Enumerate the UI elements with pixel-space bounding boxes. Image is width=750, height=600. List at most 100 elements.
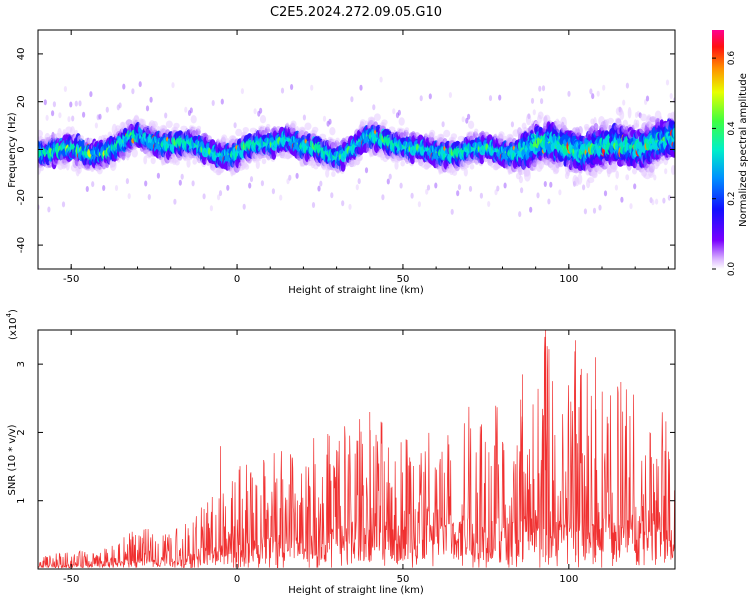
heatmap-cell	[114, 185, 119, 191]
heatmap-cell	[43, 99, 47, 106]
heatmap-cell	[566, 170, 571, 177]
heatmap-cell	[319, 133, 327, 139]
heatmap-cell	[598, 204, 602, 211]
heatmap-cell	[591, 170, 598, 179]
heatmap-cell	[667, 194, 672, 201]
heatmap-cell	[150, 157, 156, 165]
heatmap-cell	[524, 169, 531, 182]
heatmap-cell	[653, 174, 657, 181]
heatmap-cell	[496, 185, 500, 192]
heatmap-cell	[244, 163, 250, 170]
heatmap-cell	[457, 184, 462, 191]
heatmap-cell	[468, 185, 473, 192]
heatmap-cell	[443, 129, 451, 138]
heatmap-cell	[288, 174, 292, 181]
heatmap-cell	[587, 177, 595, 184]
heatmap-cell	[311, 202, 316, 208]
heatmap-cell	[94, 122, 98, 129]
heatmap-cell	[180, 173, 184, 180]
heatmap-cell	[125, 178, 129, 185]
heatmap-cell	[388, 173, 392, 180]
heatmap-cell	[260, 180, 264, 187]
heatmap-cell	[620, 196, 624, 203]
heatmap-cell	[71, 115, 75, 122]
heatmap-cell	[567, 90, 571, 97]
heatmap-cell	[465, 117, 469, 124]
heatmap-cell	[648, 163, 655, 173]
heatmap-cell	[58, 112, 62, 119]
x-tick-label: 100	[559, 274, 578, 285]
heatmap-cell	[147, 194, 151, 200]
heatmap-cell	[217, 194, 221, 201]
heatmap-cell	[355, 184, 359, 191]
heatmap-cell	[394, 161, 399, 170]
heatmap-cell	[220, 98, 224, 105]
heatmap-cell	[603, 190, 608, 197]
heatmap-cell	[632, 167, 637, 175]
heatmap-cell	[209, 205, 213, 212]
heatmap-cell	[259, 107, 263, 114]
heatmap-cell	[410, 192, 414, 199]
heatmap-cell	[584, 126, 590, 132]
heatmap-cell	[583, 208, 588, 215]
heatmap-cell	[392, 108, 396, 115]
heatmap-cell	[69, 101, 73, 108]
heatmap-cell	[577, 126, 583, 135]
heatmap-cell	[463, 167, 468, 177]
heatmap-cell	[259, 115, 267, 124]
heatmap-cell	[109, 159, 117, 172]
heatmap-cell	[355, 155, 363, 162]
heatmap-cell	[359, 84, 363, 91]
heatmap-cell	[467, 113, 471, 120]
heatmap-cell	[253, 108, 257, 115]
heatmap-cell	[596, 90, 600, 97]
heatmap-cell	[335, 137, 340, 143]
heatmap-cell	[331, 171, 336, 177]
heatmap-cell	[498, 131, 505, 139]
heatmap-cell	[536, 192, 540, 199]
heatmap-cell	[614, 184, 619, 191]
heatmap-cell	[279, 194, 283, 201]
heatmap-cell	[39, 165, 44, 172]
heatmap-cell	[372, 104, 376, 111]
heatmap-cell	[429, 129, 436, 137]
heatmap-cell	[151, 120, 158, 129]
heatmap-cell	[649, 116, 657, 123]
heatmap-cell	[468, 120, 475, 129]
heatmap-cell	[57, 127, 62, 139]
heatmap-cell	[645, 95, 650, 102]
heatmap-cell	[520, 187, 524, 194]
heatmap-cell	[441, 121, 445, 128]
heatmap-cell	[226, 184, 230, 191]
heatmap-cell	[399, 182, 403, 189]
heatmap-cell	[133, 115, 140, 124]
heatmap-cell	[191, 180, 195, 187]
heatmap-cell	[221, 134, 228, 142]
heatmap-cell	[79, 135, 84, 142]
heatmap-cell	[607, 117, 614, 124]
heatmap-cell	[242, 127, 249, 133]
heatmap-cell	[426, 184, 431, 191]
heatmap-cell	[488, 95, 493, 102]
heatmap-cell	[615, 170, 619, 179]
heatmap-cell	[381, 194, 385, 201]
heatmap-cell	[611, 161, 618, 173]
heatmap-cell	[89, 91, 93, 98]
heatmap-cell	[192, 158, 197, 165]
heatmap-cell	[593, 123, 599, 132]
heatmap-cell	[216, 167, 224, 174]
heatmap-cell	[255, 160, 260, 170]
heatmap-cell	[325, 168, 330, 178]
heatmap-cell	[633, 183, 637, 190]
heatmap-cell	[348, 203, 352, 210]
heatmap-cell	[450, 133, 458, 140]
heatmap-cell	[280, 87, 285, 94]
heatmap-cell	[178, 179, 182, 186]
heatmap-cell	[400, 160, 406, 167]
heatmap-cell	[91, 181, 95, 188]
heatmap-cell	[131, 88, 135, 95]
heatmap-cell	[537, 111, 544, 120]
heatmap-cell	[532, 109, 536, 116]
heatmap-cell	[469, 163, 475, 170]
